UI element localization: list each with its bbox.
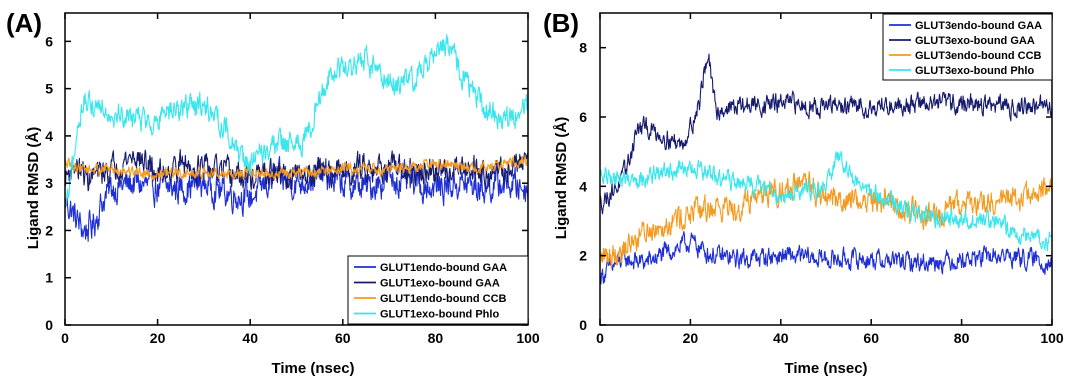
- panel-a-y-tick-label: 1: [45, 270, 53, 286]
- panel-b-series-4-line: [600, 150, 1052, 252]
- panel-b-y-tick-label: 6: [579, 109, 587, 125]
- panel-b-x-tick-label: 100: [1040, 330, 1064, 346]
- panel-b-legend: GLUT3endo-bound GAA GLUT3exo-bound GAA GLU…: [882, 13, 1053, 81]
- panel-a-label: (A): [6, 8, 42, 38]
- panel-a-legend-label: GLUT1exo-bound GAA: [380, 278, 500, 290]
- panel-b-series-2-line: [600, 53, 1052, 215]
- panel-a-y-tick-label: 0: [45, 317, 53, 333]
- panel-a-y-tick-label: 6: [45, 33, 53, 49]
- panel-b-series-3-line: [600, 171, 1052, 268]
- panel-a-series-1-line: [65, 155, 528, 242]
- panel-b-y-tick-label: 8: [579, 40, 587, 56]
- panel-a-x-tick-label: 0: [61, 330, 69, 346]
- panel-a-x-axis-title: Time (nsec): [271, 360, 354, 377]
- panel-b-label: (B): [543, 8, 579, 38]
- panel-b-series-group: [600, 53, 1052, 285]
- panel-b-x-tick-label: 0: [596, 330, 604, 346]
- panel-b-legend-label: GLUT3endo-bound GAA: [915, 20, 1042, 32]
- panel-b-legend-label: GLUT3exo-bound GAA: [915, 35, 1035, 47]
- panel-a-plot-frame: [64, 12, 529, 326]
- panel-a-y-tick-label: 2: [45, 222, 53, 238]
- panel-b-series-1-line: [600, 230, 1052, 285]
- panel-a-x-tick-label: 40: [242, 330, 258, 346]
- panel-a-x-tick-label: 60: [335, 330, 351, 346]
- panel-a-x-tick-label: 100: [516, 330, 540, 346]
- panel-b-legend-label: GLUT3exo-bound Phlo: [915, 65, 1034, 77]
- panel-b-x-tick-label: 40: [773, 330, 789, 346]
- panel-b-x-tick-label: 80: [954, 330, 970, 346]
- panel-a-legend-label: GLUT1exo-bound Phlo: [380, 309, 499, 321]
- panel-b-y-tick-label: 0: [579, 317, 587, 333]
- panel-b-x-tick-label: 60: [863, 330, 879, 346]
- panel-a-x-tick-label: 80: [428, 330, 444, 346]
- panel-a-y-tick-label: 3: [45, 175, 53, 191]
- panel-a: (A) Time (nsec) Ligand RMSD (Å) 0 20 40 60 8…: [6, 8, 540, 377]
- panel-a-y-tick-label: 5: [45, 81, 53, 97]
- panel-b-plot-frame: [599, 12, 1053, 326]
- panel-b-y-axis-title: Ligand RMSD (Å): [553, 117, 570, 239]
- panel-b-y-tick-label: 4: [579, 178, 587, 194]
- panel-b-x-axis-title: Time (nsec): [784, 360, 867, 377]
- panel-b-x-tick-label: 20: [683, 330, 699, 346]
- panel-a-legend-label: GLUT1endo-bound GAA: [380, 262, 507, 274]
- panel-b-legend-box: [882, 13, 1053, 81]
- panel-b-y-tick-label: 2: [579, 248, 587, 264]
- panel-a-x-tick-label: 20: [150, 330, 166, 346]
- panel-a-legend: GLUT1endo-bound GAA GLUT1exo-bound GAA GLU…: [347, 255, 529, 325]
- panel-b: (B) Time (nsec) Ligand RMSD (Å) 0 20 40 60 8…: [543, 8, 1064, 377]
- panel-a-y-tick-label: 4: [45, 128, 53, 144]
- panel-a-legend-label: GLUT1endo-bound CCB: [380, 293, 507, 305]
- panel-a-series-group: [65, 34, 528, 242]
- panel-a-series-4-line: [65, 34, 528, 207]
- panel-b-legend-label: GLUT3endo-bound CCB: [915, 50, 1042, 62]
- panel-a-y-axis-title: Ligand RMSD (Å): [25, 127, 42, 249]
- panel-a-legend-box: [347, 255, 529, 325]
- panel-a-series-3-line: [65, 155, 528, 181]
